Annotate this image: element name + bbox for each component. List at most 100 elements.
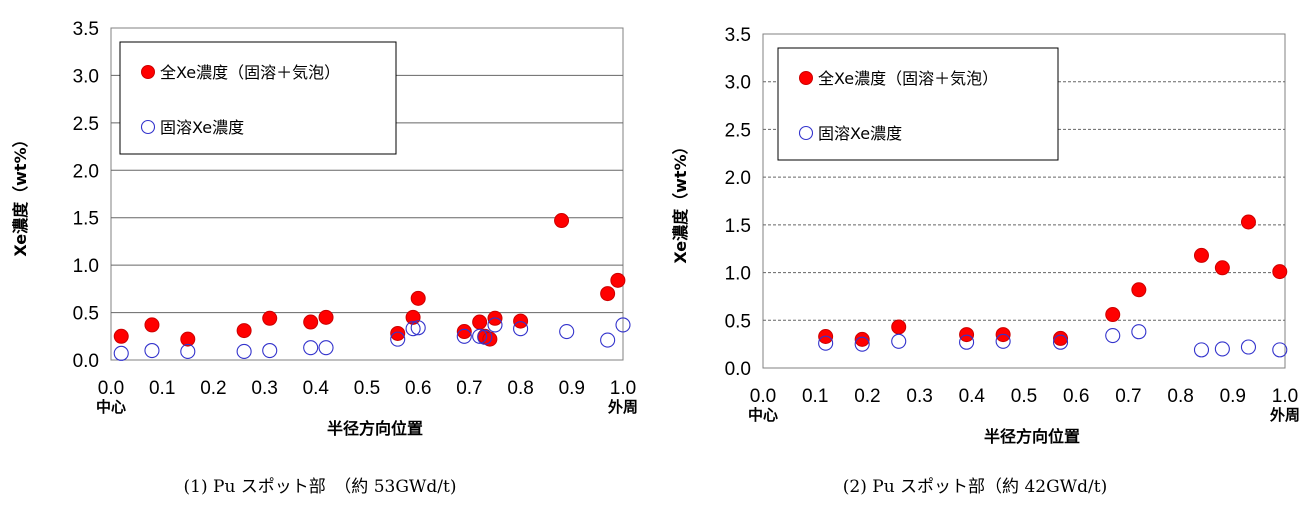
x-tick-label: 0.2 bbox=[854, 386, 880, 407]
y-tick-label: 0.5 bbox=[73, 304, 99, 325]
data-point-dissolved-xe bbox=[180, 343, 196, 360]
data-point-dissolved-xe bbox=[959, 334, 975, 350]
legend-label-total-xe: 全Xe濃度（固溶＋気泡） bbox=[160, 63, 340, 82]
legend-label-dissolved-xe: 固溶Xe濃度 bbox=[818, 124, 902, 143]
data-point-total-xe bbox=[262, 310, 278, 326]
data-point-dissolved-xe bbox=[615, 317, 631, 333]
x-tick-label: 0.3 bbox=[251, 378, 277, 399]
data-point-dissolved-xe bbox=[144, 342, 160, 359]
data-point-dissolved-xe bbox=[410, 320, 426, 336]
data-point-total-xe bbox=[959, 327, 975, 343]
x-tick-label: 0.8 bbox=[507, 378, 533, 399]
data-point-total-xe bbox=[600, 286, 616, 302]
y-tick-label: 2.5 bbox=[725, 120, 751, 141]
x-axis-title: 半径方向位置 bbox=[327, 419, 423, 438]
y-tick-label: 1.0 bbox=[725, 264, 751, 285]
data-point-total-xe bbox=[1193, 247, 1209, 263]
x-tick-label: 0.1 bbox=[802, 386, 828, 407]
y-tick-label: 1.5 bbox=[73, 209, 99, 230]
y-tick-label: 2.0 bbox=[73, 161, 99, 182]
data-point-total-xe bbox=[891, 319, 907, 335]
y-tick-label: 2.5 bbox=[73, 114, 99, 135]
y-tick-label: 0.0 bbox=[725, 359, 751, 380]
data-point-dissolved-xe bbox=[559, 323, 575, 340]
x-edge-label-left: 中心 bbox=[96, 398, 126, 416]
data-point-total-xe bbox=[113, 328, 129, 344]
data-point-dissolved-xe bbox=[390, 331, 406, 347]
data-point-dissolved-xe bbox=[891, 333, 907, 349]
data-point-dissolved-xe bbox=[236, 343, 252, 360]
x-tick-label: 0.8 bbox=[1167, 386, 1193, 407]
x-tick-label: 0.0 bbox=[98, 378, 124, 399]
data-point-total-xe bbox=[1053, 330, 1069, 346]
x-tick-label: 0.3 bbox=[906, 386, 932, 407]
data-point-dissolved-xe bbox=[405, 321, 421, 337]
data-point-dissolved-xe bbox=[303, 340, 319, 356]
data-point-total-xe bbox=[1240, 214, 1256, 230]
data-point-dissolved-xe bbox=[995, 333, 1011, 349]
data-point-total-xe bbox=[1214, 260, 1230, 276]
data-point-dissolved-xe bbox=[1131, 324, 1147, 340]
y-tick-label: 1.0 bbox=[73, 256, 99, 277]
data-point-total-xe bbox=[472, 314, 488, 330]
data-point-total-xe bbox=[854, 331, 870, 347]
x-tick-label: 0.4 bbox=[959, 386, 986, 407]
x-tick-label: 0.6 bbox=[405, 378, 431, 399]
figure-caption: (1) Pu スポット部 （約 53GWd/t) bbox=[184, 477, 457, 497]
data-point-total-xe bbox=[513, 313, 529, 329]
legend-marker-dissolved-xe bbox=[140, 119, 156, 135]
data-point-total-xe bbox=[456, 324, 472, 340]
data-point-total-xe bbox=[410, 290, 426, 306]
y-tick-label: 3.0 bbox=[73, 66, 99, 87]
y-tick-label: 3.0 bbox=[725, 73, 751, 94]
x-tick-label: 0.4 bbox=[303, 378, 330, 399]
legend-label-dissolved-xe: 固溶Xe濃度 bbox=[160, 118, 244, 137]
legend-marker-dissolved-xe bbox=[798, 125, 814, 141]
x-tick-label: 0.6 bbox=[1063, 386, 1089, 407]
data-point-dissolved-xe bbox=[1105, 328, 1121, 344]
data-point-total-xe bbox=[144, 317, 160, 333]
data-point-dissolved-xe bbox=[854, 336, 870, 352]
y-tick-label: 0.5 bbox=[725, 311, 751, 332]
data-point-total-xe bbox=[1131, 282, 1147, 298]
y-axis-title: Xe濃度（wt%） bbox=[11, 131, 30, 256]
x-tick-label: 0.1 bbox=[149, 378, 175, 399]
y-tick-label: 0.0 bbox=[73, 351, 99, 372]
data-point-total-xe bbox=[318, 309, 334, 325]
legend-box bbox=[777, 47, 1059, 161]
data-point-total-xe bbox=[1272, 264, 1288, 280]
data-point-dissolved-xe bbox=[513, 321, 529, 337]
legend-box bbox=[119, 41, 397, 155]
data-point-total-xe bbox=[1105, 307, 1121, 323]
x-tick-label: 1.0 bbox=[610, 378, 636, 399]
data-point-dissolved-xe bbox=[1272, 342, 1288, 358]
x-tick-label: 0.0 bbox=[750, 386, 776, 407]
data-point-dissolved-xe bbox=[113, 345, 129, 361]
x-edge-label-right: 外周 bbox=[1269, 406, 1300, 424]
figure-caption: (2) Pu スポット部（約 42GWd/t) bbox=[843, 477, 1107, 497]
x-tick-label: 0.9 bbox=[559, 378, 585, 399]
data-point-dissolved-xe bbox=[600, 332, 616, 348]
data-point-total-xe bbox=[180, 331, 196, 347]
data-point-dissolved-xe bbox=[1052, 334, 1069, 350]
y-tick-label: 2.0 bbox=[725, 168, 751, 189]
data-point-total-xe bbox=[236, 323, 252, 339]
data-point-dissolved-xe bbox=[1214, 341, 1230, 357]
y-tick-label: 3.5 bbox=[73, 19, 99, 40]
data-point-dissolved-xe bbox=[318, 340, 334, 356]
legend-marker-total-xe bbox=[799, 71, 813, 85]
data-point-total-xe bbox=[303, 314, 319, 330]
chart-2: 0.0 0.5 1.0 1.5 2.0 2.5 3.0 3.5 0.0 0.1 0.2 0.3 0.4 0… bbox=[671, 25, 1300, 497]
y-tick-label: 3.5 bbox=[725, 25, 751, 46]
legend-label-total-xe: 全Xe濃度（固溶＋気泡） bbox=[818, 69, 998, 88]
data-point-dissolved-xe bbox=[262, 342, 278, 359]
x-tick-label: 0.5 bbox=[1011, 386, 1037, 407]
data-point-total-xe bbox=[610, 272, 626, 288]
data-point-dissolved-xe bbox=[487, 317, 503, 333]
data-point-dissolved-xe bbox=[1193, 342, 1210, 358]
y-axis-title: Xe濃度（wt%） bbox=[671, 138, 690, 263]
x-edge-label-left: 中心 bbox=[748, 406, 778, 424]
x-tick-label: 0.5 bbox=[354, 378, 380, 399]
x-edge-label-right: 外周 bbox=[607, 398, 638, 416]
legend-marker-total-xe bbox=[141, 65, 155, 79]
